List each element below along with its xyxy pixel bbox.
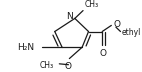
Text: CH₃: CH₃ — [40, 61, 54, 70]
Text: O: O — [65, 62, 72, 71]
Text: N: N — [66, 12, 73, 21]
Text: CH₃: CH₃ — [85, 0, 99, 9]
Text: ethyl: ethyl — [121, 28, 141, 37]
Text: O: O — [100, 49, 107, 58]
Text: H₂N: H₂N — [18, 43, 35, 52]
Text: O: O — [113, 20, 120, 29]
